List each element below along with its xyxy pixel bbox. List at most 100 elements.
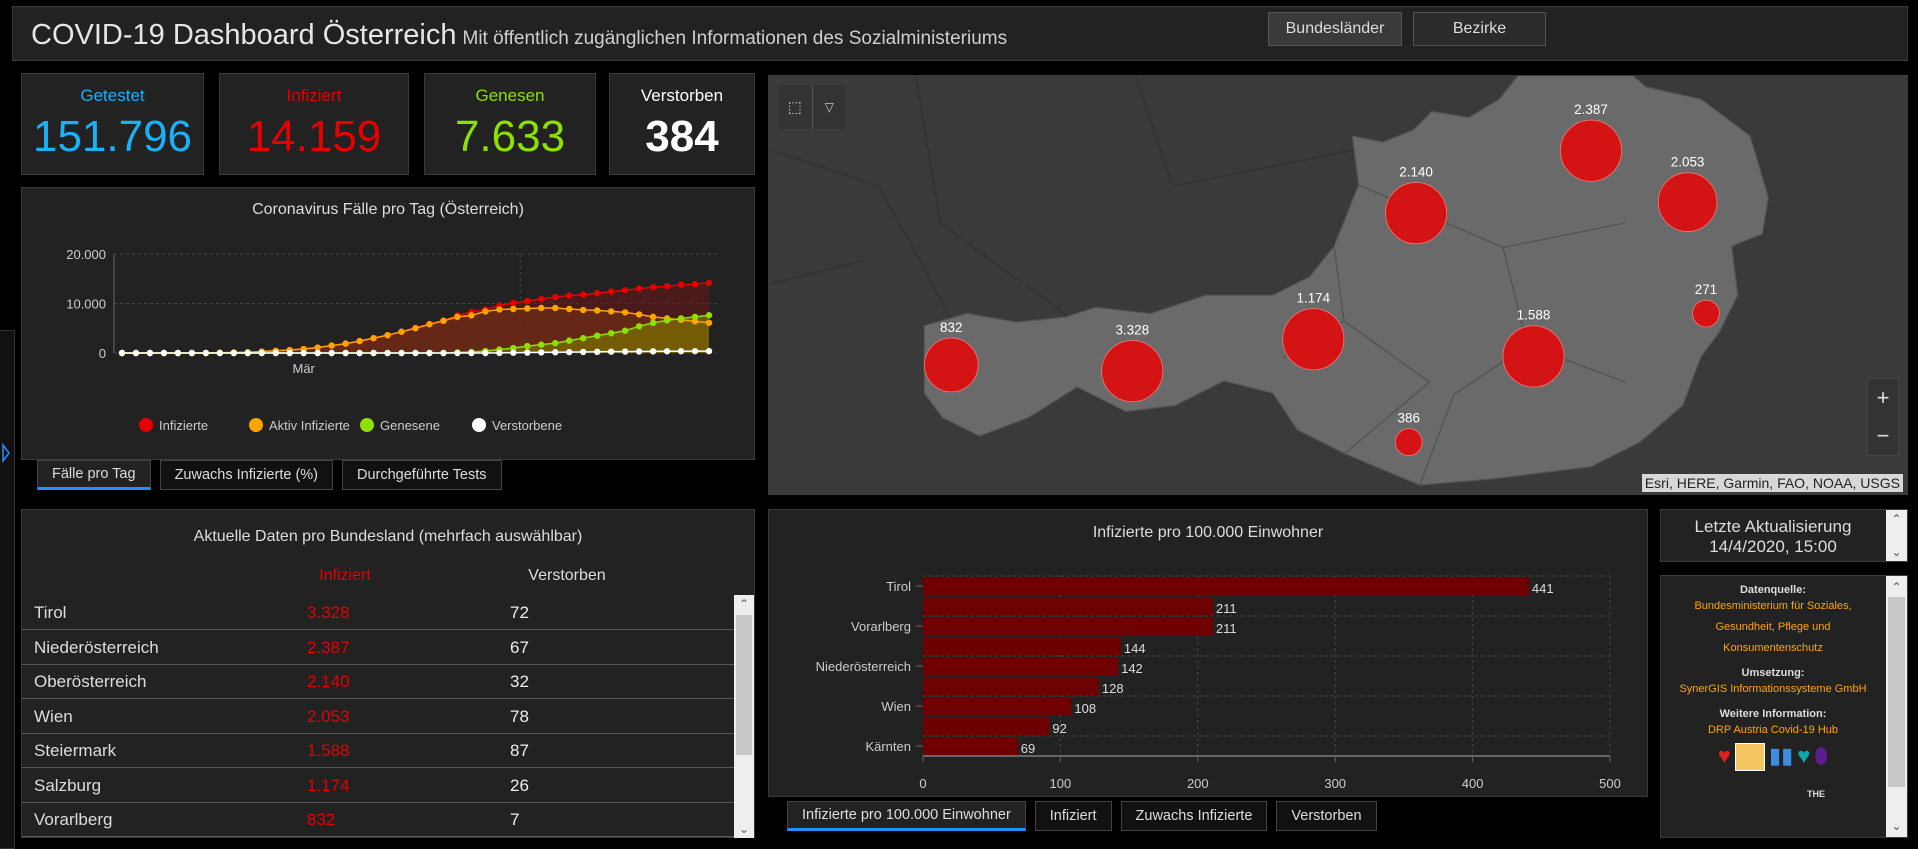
data-point [607,308,615,315]
table-row[interactable]: Oberösterreich 2.140 32 [22,664,734,699]
data-point [286,349,293,357]
map-select-tool[interactable]: ⬚ ▽ [777,84,847,130]
source-line[interactable]: Konsumentenschutz [1723,642,1823,654]
data-point [454,349,461,357]
zoom-in-button[interactable]: + [1876,385,1890,410]
scroll-up-icon[interactable]: ⌃ [1891,580,1902,594]
data-point [635,285,643,292]
map-marker[interactable] [1692,299,1720,328]
tab-durchgefuehrte-tests[interactable]: Durchgeführte Tests [342,460,502,490]
map-marker[interactable] [1101,340,1164,403]
bezirke-button[interactable]: Bezirke [1413,12,1546,46]
select-cursor-icon[interactable]: ⬚ [778,85,813,129]
scroll-up-icon[interactable]: ⌃ [738,597,750,611]
tab-zuwachs-infizierte[interactable]: Zuwachs Infizierte [1120,801,1268,831]
map-marker[interactable] [1657,172,1718,232]
location-pin-icon[interactable]: ⬮ [1814,743,1829,768]
scroll-down-icon[interactable]: ⌄ [1891,545,1902,559]
scroll-up-icon[interactable]: ⌃ [1891,512,1902,526]
table-row[interactable]: Wien 2.053 78 [22,699,734,734]
bar-value-label: 128 [1102,681,1124,696]
legend-marker [472,418,486,432]
data-point [677,348,685,355]
table-row[interactable]: Vorarlberg 832 7 [22,802,734,837]
source-line[interactable]: Bundesministerium für Soziales, [1694,600,1852,612]
map-marker[interactable] [1385,182,1448,245]
source-line[interactable]: Gesundheit, Pflege und [1715,621,1831,633]
data-point [440,317,447,325]
scroll-thumb[interactable] [736,615,752,755]
scroll-thumb[interactable] [1888,597,1905,787]
source-label: Datenquelle: [1739,584,1806,596]
data-point [510,299,517,307]
data-point [202,349,210,357]
implementation-link[interactable]: SynerGIS Informationssysteme GmbH [1679,683,1867,695]
tab-zuwachs-infizierte[interactable]: Zuwachs Infizierte (%) [159,460,333,490]
scroll-down-icon[interactable]: ⌄ [1891,819,1902,833]
kpi-label: Getestet [80,86,145,105]
table-scrollbar[interactable]: ⌃ ⌄ [734,595,754,838]
data-point [663,348,671,355]
data-point [230,349,238,357]
expand-arrow-icon [2,443,10,463]
y-tick-label: 20.000 [66,247,106,262]
y-tick-label: 0 [99,346,106,361]
people-building-icon[interactable]: ▮▮ [1768,743,1794,768]
map-marker[interactable] [923,337,979,393]
table-row[interactable]: Steiermark 1.588 87 [22,733,734,768]
bar-value-label: 69 [1021,741,1035,756]
map-marker-label: 1.174 [1296,291,1330,306]
bundeslaender-button[interactable]: Bundesländer [1268,12,1402,46]
tab-verstorben[interactable]: Verstorben [1276,801,1377,831]
dropdown-triangle-icon[interactable]: ▽ [824,100,834,114]
column-header-infiziert[interactable]: Infiziert [319,567,371,584]
zoom-out-button[interactable]: − [1876,423,1890,448]
verstorben-value: 67 [510,637,529,657]
bar [923,637,1121,655]
hub-link[interactable]: DRP Austria Covid-19 Hub [1707,724,1839,736]
data-point [300,349,307,357]
data-point [510,349,517,356]
implementation-label: Umsetzung: [1741,667,1805,679]
heart-pulse-icon[interactable]: ♥ [1717,743,1731,768]
data-point [496,306,503,313]
data-point [621,327,629,334]
heart-syringe-icon[interactable]: ♥ [1797,743,1811,768]
map-marker-label: 386 [1398,411,1420,426]
column-header-verstorben[interactable]: Verstorben [528,567,606,584]
data-point [580,348,587,356]
page-title: COVID-19 Dashboard Österreich Mit öffentl… [31,19,1007,52]
tab-infiziert[interactable]: Infiziert [1034,801,1112,831]
title-text: COVID-19 Dashboard Österreich [31,19,457,51]
data-point [370,334,377,342]
tab-faelle-pro-tag[interactable]: Fälle pro Tag [37,460,151,490]
data-point [482,308,489,315]
data-point [621,348,629,355]
kpi-label: Genesen [475,86,545,105]
scroll-down-icon[interactable]: ⌄ [738,822,750,836]
data-point [524,297,531,305]
side-panel-toggle[interactable] [0,330,15,849]
map-marker[interactable] [1560,119,1622,182]
x-tick-label: 100 [1050,776,1072,791]
update-scrollbar[interactable]: ⌃ ⌄ [1886,510,1907,561]
map-grid-icon[interactable] [1734,743,1765,771]
map-marker-label: 271 [1695,282,1717,297]
tab-infizierte-pro-100000[interactable]: Infizierte pro 100.000 Einwohner [787,801,1026,831]
map-marker[interactable] [1394,428,1423,456]
table-row[interactable]: Tirol 3.328 72 [22,595,734,630]
austria-map[interactable]: 832 3.328 1.174 2.140 2.387 2.053 271 1.588 386 [769,76,1908,495]
verstorben-value: 32 [510,672,529,691]
legend-marker [360,418,374,432]
map-marker[interactable] [1282,308,1345,371]
map-marker[interactable] [1502,325,1565,388]
table-row[interactable]: Salzburg 1.174 26 [22,768,734,803]
chart-title: Infizierte pro 100.000 Einwohner [1092,524,1324,541]
kpi-infiziert: Infiziert 14.159 [219,73,409,175]
bar-value-label: 441 [1532,581,1554,596]
info-scrollbar[interactable]: ⌃ ⌄ [1886,576,1907,837]
map-view[interactable]: 832 3.328 1.174 2.140 2.387 2.053 271 1.588 386 … [768,75,1908,495]
data-point [412,349,419,357]
data-point [146,349,154,357]
table-row[interactable]: Niederösterreich 2.387 67 [22,630,734,665]
